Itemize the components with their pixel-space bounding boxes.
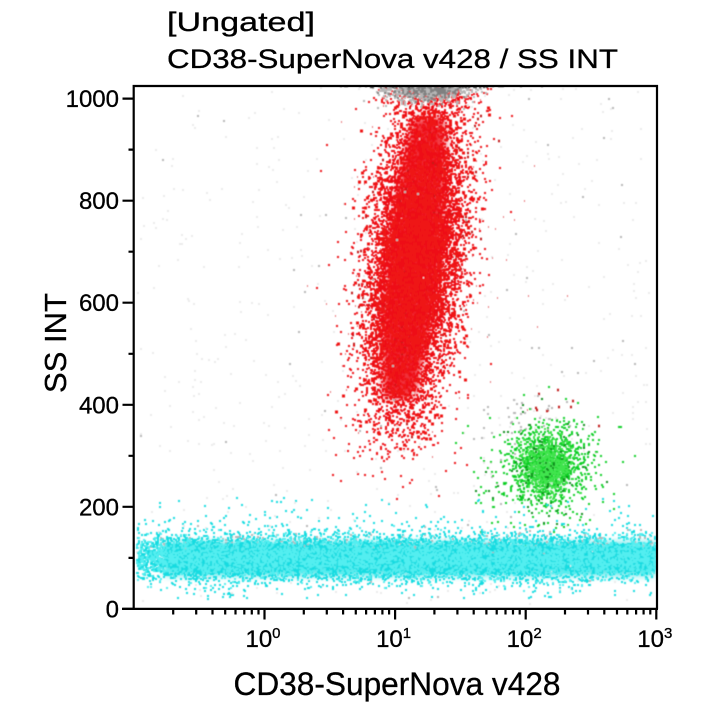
svg-text:SS INT: SS INT: [38, 293, 73, 393]
svg-text:1000: 1000: [66, 86, 119, 113]
svg-text:400: 400: [79, 392, 119, 419]
svg-text:0: 0: [106, 596, 119, 623]
svg-text:600: 600: [79, 290, 119, 317]
svg-text:100: 100: [245, 625, 280, 653]
svg-text:[Ungated]: [Ungated]: [167, 7, 315, 37]
svg-text:200: 200: [79, 494, 119, 521]
svg-text:CD38-SuperNova v428: CD38-SuperNova v428: [234, 666, 561, 702]
svg-text:CD38-SuperNova v428 / SS INT: CD38-SuperNova v428 / SS INT: [167, 44, 618, 74]
svg-text:800: 800: [79, 188, 119, 215]
svg-text:102: 102: [507, 625, 542, 653]
